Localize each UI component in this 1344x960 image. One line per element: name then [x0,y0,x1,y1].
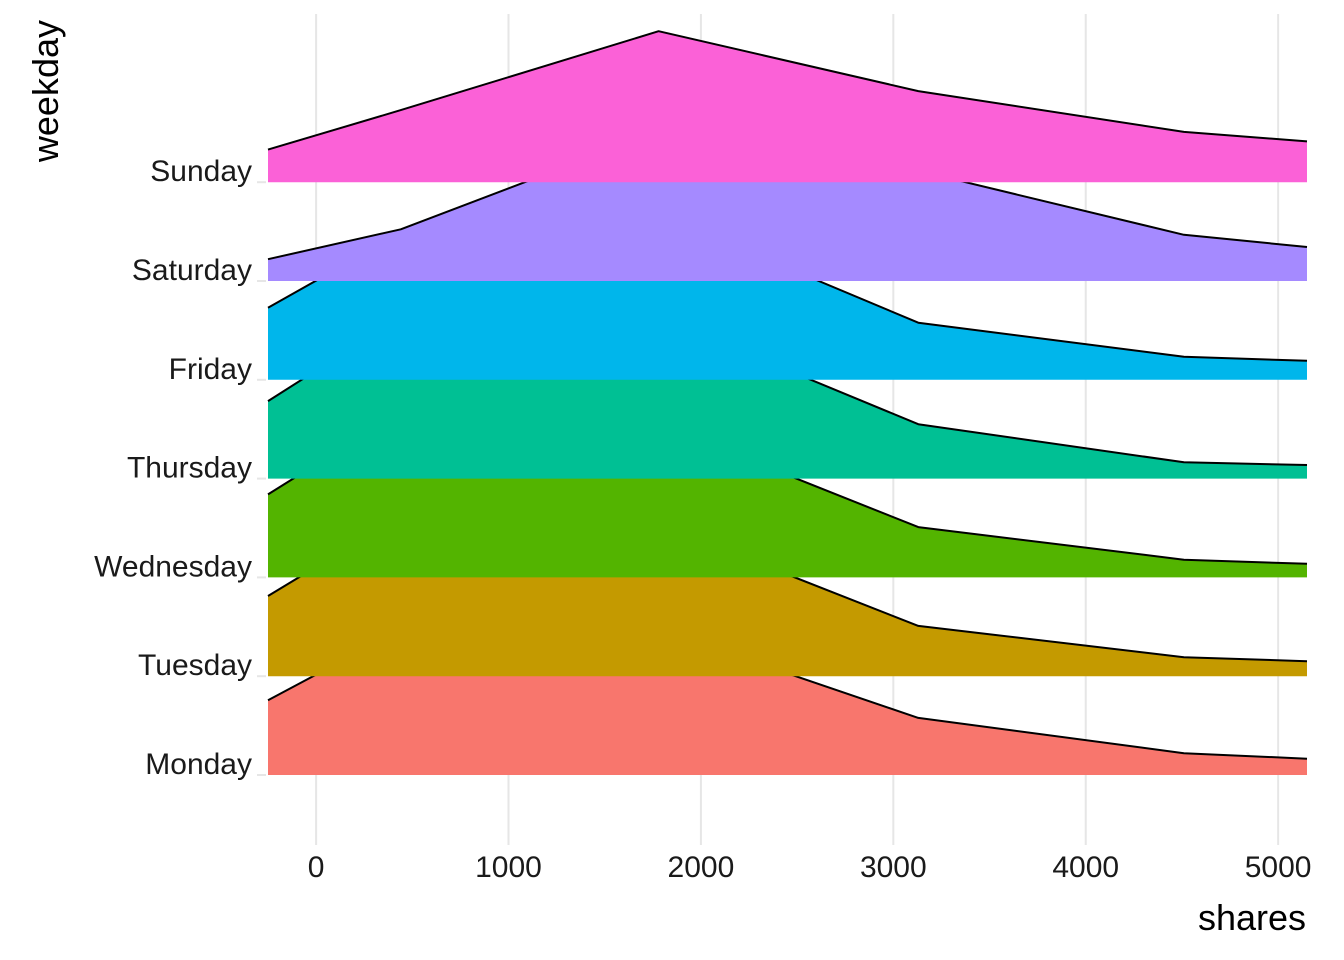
y-tick-label: Friday [169,353,252,386]
x-tick-label: 3000 [860,851,927,884]
y-tick-label: Saturday [132,254,252,287]
x-tick-labels: 0 1000 2000 3000 4000 5000 [308,851,1312,884]
y-tick-label: Tuesday [138,649,252,682]
ridge-line-sunday [267,30,1308,151]
y-tick-labels: Monday Tuesday Wednesday Thursday Friday Satu… [94,155,266,781]
ridges [267,30,1308,775]
ridge-area-saturday [268,131,1307,281]
y-tick-label: Sunday [150,155,252,188]
x-axis-title: shares [1198,897,1306,938]
x-tick-label: 2000 [668,851,735,884]
y-tick-label: Thursday [127,452,252,485]
x-tick-label: 4000 [1052,851,1119,884]
ridge-area-sunday [268,31,1307,183]
x-tick-label: 5000 [1245,851,1312,884]
y-axis-title: weekday [25,20,66,163]
y-tick-label: Monday [145,748,252,781]
x-tick-label: 1000 [475,851,542,884]
y-tick-label: Wednesday [94,550,252,583]
x-tick-label: 0 [308,851,325,884]
